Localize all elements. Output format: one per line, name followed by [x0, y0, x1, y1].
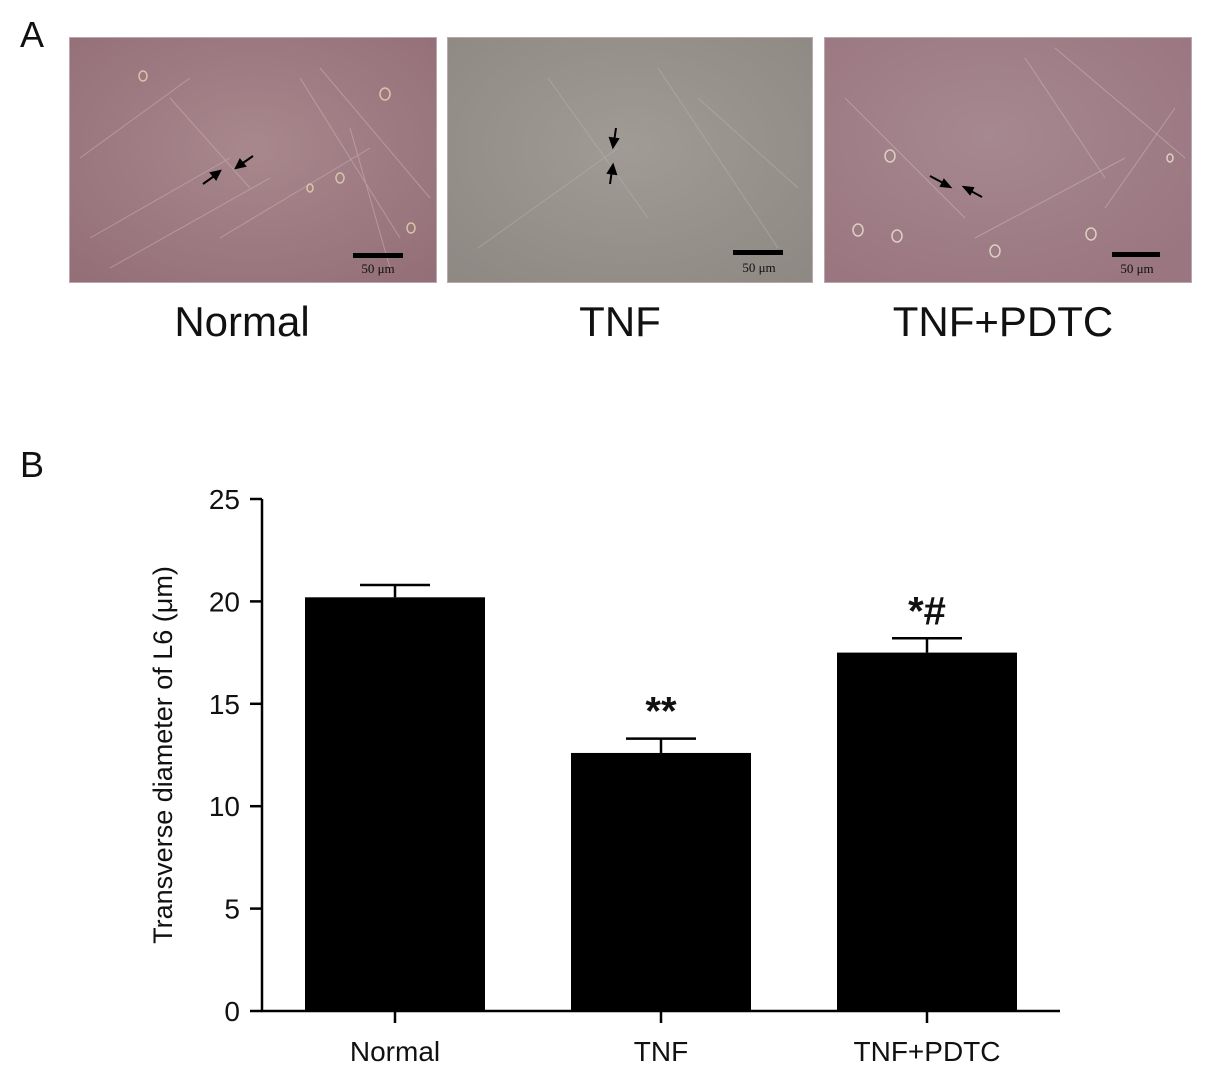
y-tick-label: 15	[209, 689, 240, 720]
arrow-icon	[202, 155, 254, 185]
chart-bars	[305, 583, 1017, 1011]
condition-label-tnf-pdtc: TNF+PDTC	[892, 298, 1114, 345]
scale-bar	[733, 250, 783, 255]
condition-label-normal: Normal	[174, 298, 310, 345]
scale-label-tnf: 50 μm	[742, 260, 776, 275]
significance-label: *#	[908, 589, 946, 633]
arrow-icon	[606, 127, 620, 185]
micrograph-tnf-image	[448, 38, 812, 282]
y-tick-label: 20	[209, 586, 240, 617]
condition-label-tnf: TNF	[579, 298, 661, 345]
micrograph-normal-image	[70, 38, 436, 282]
arrow-icon	[929, 175, 983, 198]
y-tick-label: 0	[224, 996, 240, 1027]
bar-normal	[305, 597, 485, 1011]
x-tick-label: TNF	[634, 1036, 688, 1067]
bar-tnf	[571, 752, 751, 1011]
y-tick-label: 10	[209, 791, 240, 822]
x-tick-label: TNF+PDTC	[854, 1036, 1001, 1067]
y-axis-label: Transverse diameter of L6 (μm)	[148, 566, 178, 944]
y-tick-label: 25	[209, 484, 240, 515]
scale-bar	[353, 253, 403, 258]
panel-a-letter: A	[20, 14, 45, 55]
micrograph-normal	[69, 37, 437, 283]
x-tick-label: Normal	[350, 1036, 440, 1067]
micrograph-tnf	[447, 37, 813, 283]
bar-tnf-pdtc	[837, 652, 1017, 1011]
chart-labels: 0 5 10 15 20 25 Transverse diameter of L6 (μm)…	[148, 484, 1001, 1067]
significance-label: **	[645, 690, 677, 734]
scale-bar	[1112, 252, 1160, 257]
micrograph-tnf-pdtc	[824, 37, 1192, 283]
scale-label-tnf-pdtc: 50 μm	[1120, 261, 1154, 276]
scale-label-normal: 50 μm	[361, 261, 395, 276]
panel-b-letter: B	[20, 444, 45, 485]
micrograph-tnf-pdtc-image	[825, 38, 1191, 282]
y-tick-label: 5	[224, 894, 240, 925]
